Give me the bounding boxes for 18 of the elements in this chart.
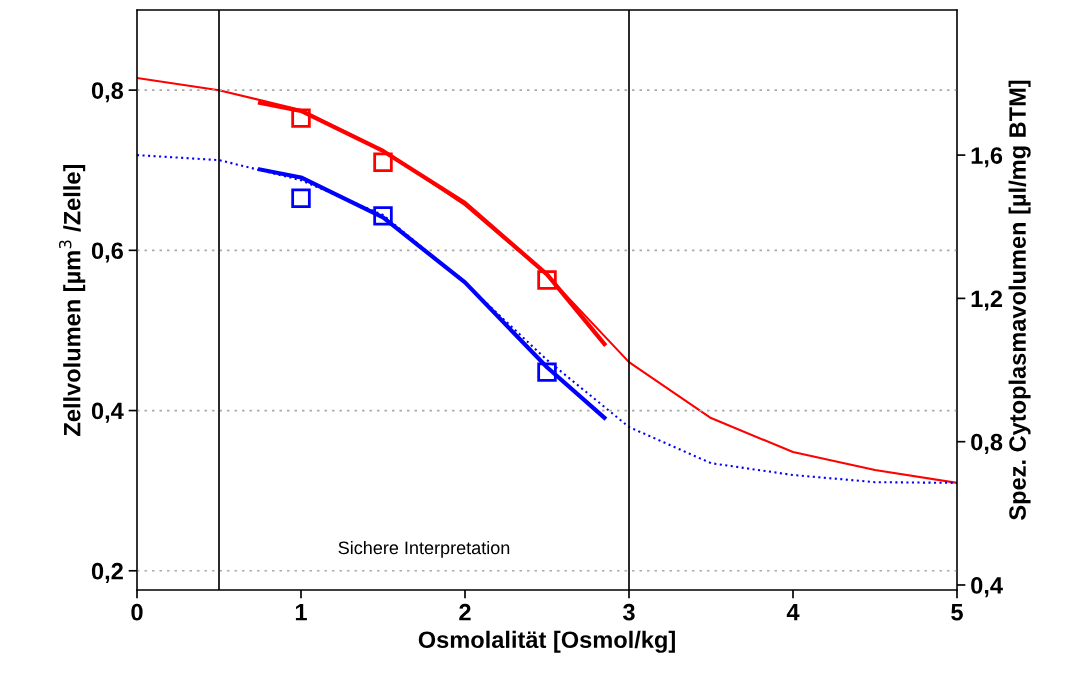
y-tick-label: 0,8 (91, 82, 124, 103)
x-axis-title: Osmolalität [Osmol/kg] (418, 630, 675, 653)
annotation: Sichere Interpretation (338, 540, 510, 558)
y2-axis-title: Spez. Cytoplasmavolumen [µl/mg BTM] (1008, 80, 1031, 520)
y-tick-label: 0,4 (91, 402, 124, 423)
y-axis-title: Zellvolumen [µm$^{3}$ /Zelle] (58, 164, 86, 436)
x-tick-label: 5 (951, 604, 963, 621)
x-tick-label: 2 (459, 603, 471, 621)
y2-tick-label: 0,8 (971, 433, 1003, 454)
y-tick-label: 0,2 (91, 562, 123, 583)
x-tick-label: 4 (786, 604, 800, 621)
y2-tick-label: 1,2 (971, 290, 1003, 311)
y2-tick-label: 0,4 (971, 577, 1003, 598)
x-tick-label: 0 (131, 603, 143, 621)
y2-tick-label: 1,6 (971, 147, 1003, 168)
x-tick-label: 3 (622, 603, 635, 621)
x-tick-label: 1 (295, 604, 307, 621)
y-tick-label: 0,6 (91, 242, 123, 263)
